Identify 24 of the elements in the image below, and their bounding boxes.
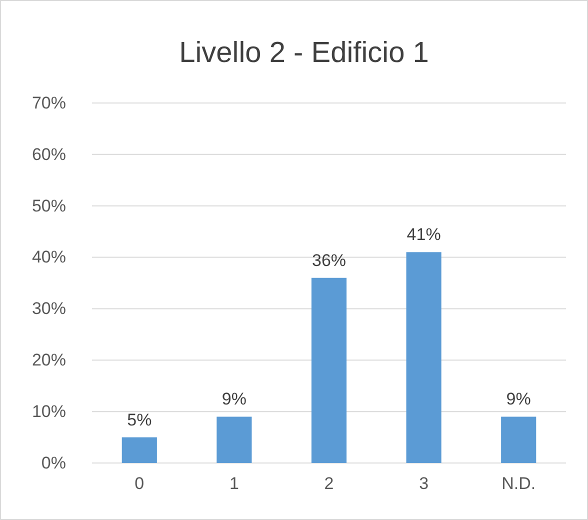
y-tick-label: 10% bbox=[32, 402, 66, 422]
y-tick-label: 60% bbox=[32, 144, 66, 164]
y-tick-label: 70% bbox=[32, 93, 66, 112]
y-tick-label: 40% bbox=[32, 248, 66, 267]
x-tick-label: 2 bbox=[324, 474, 334, 494]
x-tick-label: N.D. bbox=[502, 474, 536, 494]
data-label: 5% bbox=[127, 410, 152, 430]
data-label: 9% bbox=[506, 390, 531, 409]
y-tick-label: 50% bbox=[32, 196, 66, 216]
x-tick-label: 1 bbox=[229, 474, 239, 494]
bar bbox=[216, 416, 252, 463]
bar bbox=[406, 252, 442, 463]
bar bbox=[311, 278, 347, 463]
data-label: 41% bbox=[406, 225, 441, 244]
bar bbox=[122, 437, 157, 463]
bar bbox=[501, 416, 536, 463]
x-tick-label: 0 bbox=[134, 474, 144, 494]
y-tick-label: 20% bbox=[32, 350, 66, 370]
y-tick-label: 0% bbox=[41, 453, 66, 472]
data-label: 9% bbox=[222, 390, 246, 409]
y-tick-label: 30% bbox=[32, 299, 66, 318]
data-label: 36% bbox=[312, 250, 346, 270]
x-tick-label: 3 bbox=[419, 474, 429, 494]
chart-title: Livello 2 - Edificio 1 bbox=[179, 37, 429, 69]
